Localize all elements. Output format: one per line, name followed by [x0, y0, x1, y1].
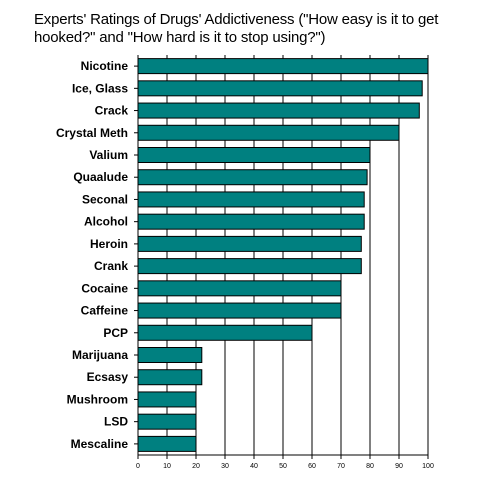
x-tick-label: 100 [422, 463, 434, 470]
x-tick-label: 30 [221, 463, 229, 470]
bar [137, 191, 365, 208]
bar [137, 280, 342, 297]
bars [137, 58, 429, 452]
x-tick-label: 10 [163, 463, 171, 470]
x-tick-label: 20 [192, 463, 200, 470]
bar [137, 347, 203, 363]
x-tick-label: 40 [250, 463, 258, 470]
category-label: Nicotine [81, 59, 129, 73]
category-label: Seconal [82, 192, 128, 206]
bar [137, 391, 197, 408]
bar [137, 169, 368, 186]
category-label: Heroin [90, 237, 128, 251]
x-tick-label: 50 [279, 463, 287, 470]
bar [137, 102, 420, 119]
category-label: Mescaline [71, 437, 129, 451]
category-label: Quaalude [73, 170, 128, 184]
chart-title: Experts' Ratings of Drugs' Addictiveness… [34, 11, 439, 46]
bar [137, 435, 197, 452]
category-label: LSD [104, 415, 128, 429]
x-tick-label: 0 [136, 463, 140, 470]
bar [137, 302, 342, 319]
category-label: Marijuana [72, 348, 128, 362]
bar [137, 147, 371, 163]
category-label: Crank [94, 259, 128, 273]
x-tick-label: 80 [366, 463, 374, 470]
category-label: Ecsasy [87, 370, 129, 384]
x-tick-label: 90 [395, 463, 403, 470]
category-label: Caffeine [81, 304, 129, 318]
category-labels: Nicotine Ice, Glass Crack Crystal Meth Valiu… [56, 59, 128, 451]
bar [137, 124, 400, 141]
gridlines [137, 55, 429, 455]
bar [137, 324, 313, 341]
bar [137, 58, 429, 75]
category-label: Valium [89, 148, 128, 162]
category-label: Ice, Glass [72, 81, 128, 95]
category-label: Crack [95, 104, 129, 118]
x-tick-label: 70 [337, 463, 345, 470]
bar [137, 413, 197, 430]
category-label: PCP [103, 326, 128, 340]
bar [137, 80, 423, 97]
bar [137, 235, 362, 252]
x-axis: 0 10 20 30 40 50 60 70 80 90 100 [134, 55, 434, 470]
category-label: Cocaine [81, 281, 128, 295]
category-label: Alcohol [84, 215, 128, 229]
category-label: Crystal Meth [56, 126, 128, 140]
bar [137, 258, 362, 275]
bar [137, 213, 365, 230]
bar [137, 369, 203, 386]
category-label: Mushroom [67, 392, 128, 406]
x-tick-label: 60 [308, 463, 316, 470]
